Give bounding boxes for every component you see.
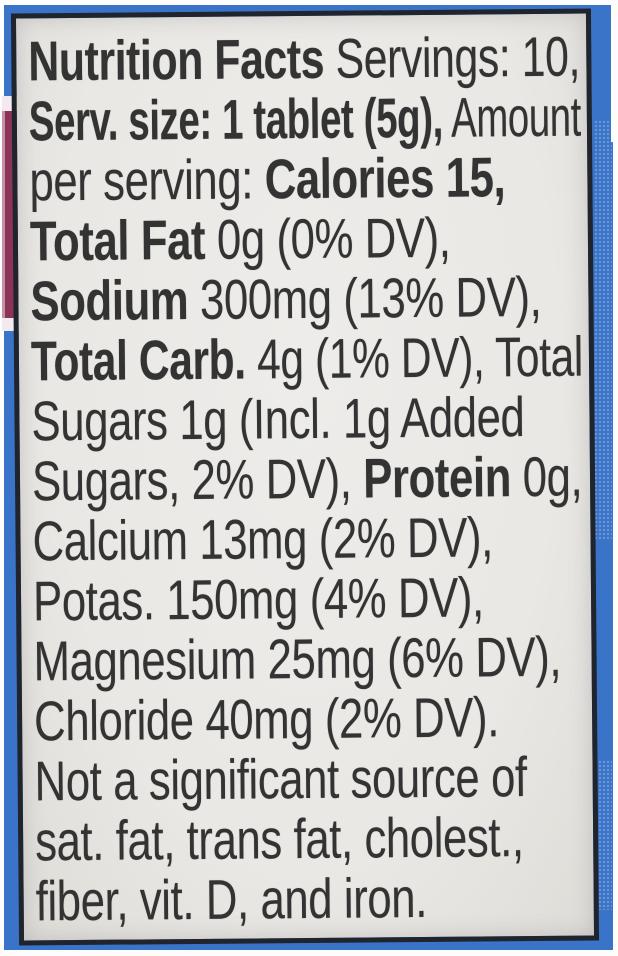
text-segment: 0g (0% DV), bbox=[204, 205, 451, 271]
text-segment: Magnesium 25mg (6% DV), bbox=[33, 624, 562, 693]
halftone-texture-right-lower bbox=[594, 760, 612, 910]
label-line: Sugars 1g (Incl. 1g Added bbox=[31, 385, 524, 452]
label-line: Serv. size: 1 tablet (5g), Amount bbox=[29, 85, 582, 153]
text-segment: 0g, bbox=[510, 444, 583, 509]
package-right-white-edge bbox=[611, 0, 618, 142]
label-line: fiber, vit. D, and iron. bbox=[35, 865, 466, 933]
text-segment: Sugars, 2% DV), bbox=[31, 446, 364, 513]
text-segment: Calcium 13mg (2% DV), bbox=[32, 505, 494, 573]
label-line: Sugars, 2% DV), Protein 0g, bbox=[31, 445, 583, 513]
label-line: Chloride 40mg (2% DV). bbox=[34, 685, 499, 752]
text-segment: Chloride 40mg (2% DV). bbox=[33, 685, 500, 753]
label-line: Total Carb. 4g (1% DV), Total bbox=[30, 325, 583, 393]
text-segment: Protein bbox=[362, 445, 512, 510]
text-segment: Serv. size: 1 tablet (5g), bbox=[28, 85, 444, 153]
label-line: Sodium 300mg (13% DV), bbox=[30, 265, 541, 333]
text-segment: Total Fat bbox=[29, 207, 206, 273]
text-segment: 300mg (13% DV), bbox=[187, 264, 542, 332]
label-line: sat. fat, trans fat, cholest., bbox=[35, 805, 524, 872]
text-segment: sat. fat, trans fat, cholest., bbox=[34, 805, 524, 873]
label-line: Calcium 13mg (2% DV), bbox=[32, 505, 493, 572]
text-segment: fiber, vit. D, and iron. bbox=[35, 865, 428, 933]
label-line: Not a significant source of bbox=[34, 745, 527, 812]
text-segment: Calories 15, bbox=[264, 145, 506, 211]
label-line: per serving: Calories 15, bbox=[29, 145, 505, 213]
label-line: Nutrition Facts Servings: 10, bbox=[28, 26, 580, 93]
text-segment: Sodium bbox=[30, 268, 189, 333]
label-line: Magnesium 25mg (6% DV), bbox=[33, 625, 561, 693]
label-line: Potas. 150mg (4% DV), bbox=[33, 565, 484, 632]
text-segment: Servings: 10, bbox=[323, 26, 581, 90]
text-segment: 4g (1% DV), Total bbox=[245, 324, 584, 391]
text-segment: Not a significant source of bbox=[34, 745, 527, 813]
nutrition-text-block: Nutrition Facts Servings: 10, Serv. size:… bbox=[28, 27, 588, 941]
text-segment: Potas. 150mg (4% DV), bbox=[32, 565, 484, 633]
text-segment: Nutrition Facts bbox=[28, 26, 325, 93]
nutrition-label: Nutrition Facts Servings: 10, Serv. size:… bbox=[10, 8, 600, 946]
text-segment: Sugars 1g (Incl. 1g Added bbox=[31, 385, 525, 453]
label-line: Total Fat 0g (0% DV), bbox=[29, 205, 461, 273]
text-segment: Total Carb. bbox=[30, 327, 246, 393]
text-segment: per serving: bbox=[29, 147, 265, 213]
halftone-texture-right bbox=[594, 120, 612, 540]
text-segment: Amount bbox=[442, 84, 582, 149]
